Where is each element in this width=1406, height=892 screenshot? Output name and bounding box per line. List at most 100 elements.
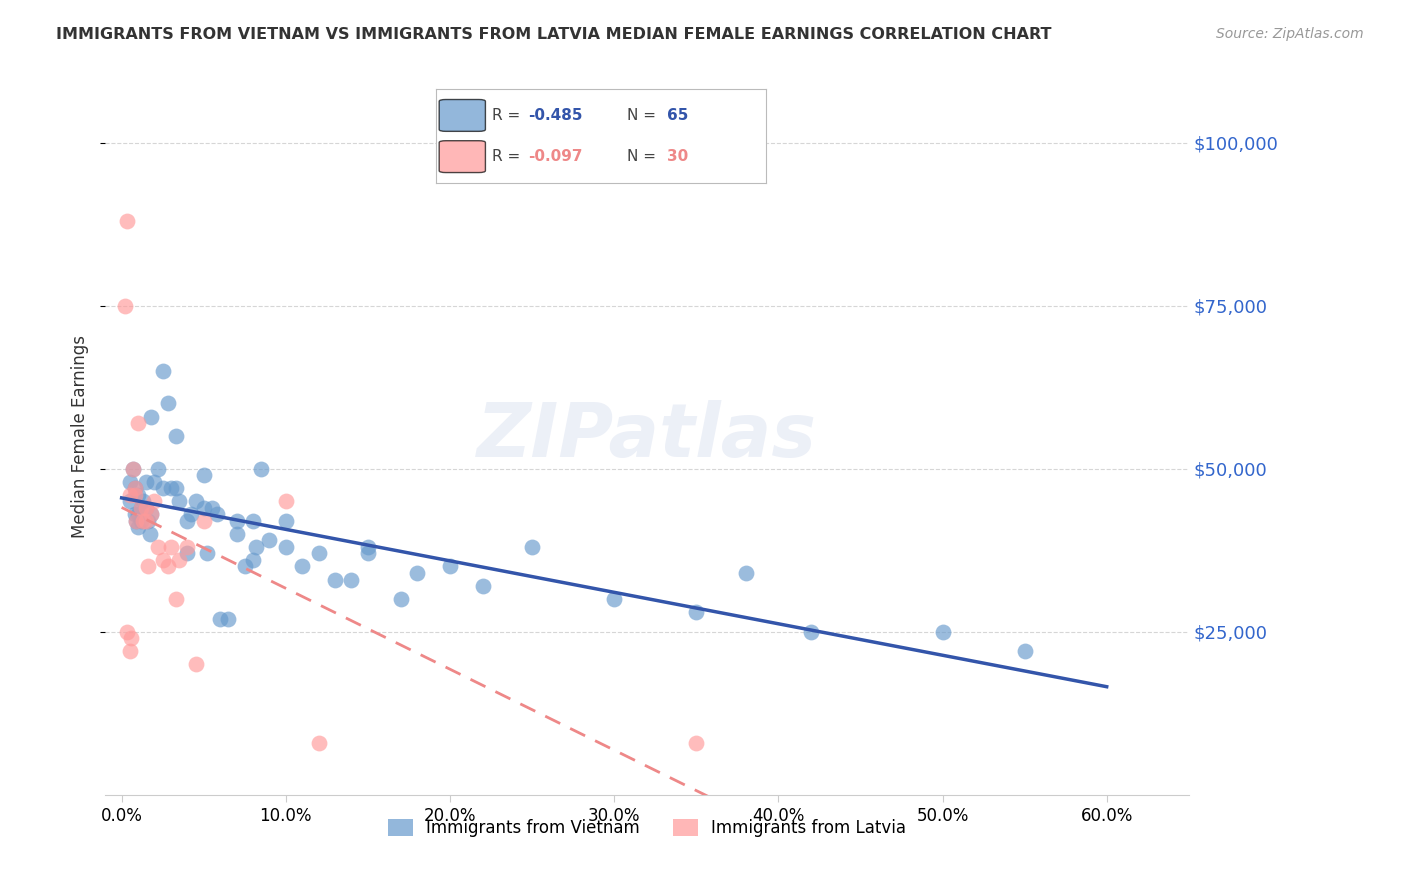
Point (323, 573, 346, 587)
Point (233, 559, 256, 574)
Point (146, 461, 169, 475)
Point (127, 488, 149, 502)
Point (115, 624, 138, 639)
Point (931, 624, 953, 639)
Point (122, 461, 145, 475)
Point (131, 514, 153, 528)
Point (132, 494, 155, 508)
Point (176, 540, 198, 554)
Point (308, 546, 330, 560)
Point (124, 488, 146, 502)
Text: -0.097: -0.097 (529, 149, 583, 164)
Point (124, 508, 146, 522)
Point (152, 364, 174, 378)
Point (136, 559, 159, 574)
Point (685, 605, 707, 619)
Point (734, 566, 756, 580)
Point (141, 508, 163, 522)
Point (118, 475, 141, 489)
Point (357, 540, 380, 554)
Text: IMMIGRANTS FROM VIETNAM VS IMMIGRANTS FROM LATVIA MEDIAN FEMALE EARNINGS CORRELA: IMMIGRANTS FROM VIETNAM VS IMMIGRANTS FR… (56, 27, 1052, 42)
Legend: Immigrants from Vietnam, Immigrants from Latvia: Immigrants from Vietnam, Immigrants from… (381, 813, 912, 844)
Point (118, 494, 141, 508)
Point (114, 299, 136, 313)
Point (146, 540, 169, 554)
Point (193, 468, 215, 483)
Point (165, 429, 187, 443)
Point (471, 579, 494, 593)
Text: 65: 65 (666, 108, 689, 123)
Point (225, 514, 247, 528)
Point (340, 573, 363, 587)
Point (135, 500, 157, 515)
Point (250, 461, 273, 475)
Point (152, 553, 174, 567)
Point (406, 566, 429, 580)
Point (160, 481, 183, 495)
Point (136, 514, 159, 528)
Point (685, 735, 707, 749)
Point (125, 514, 148, 528)
Point (184, 657, 207, 672)
Point (209, 612, 232, 626)
Point (180, 508, 202, 522)
Point (118, 488, 141, 502)
Text: -0.485: -0.485 (529, 108, 583, 123)
Point (201, 500, 224, 515)
Point (118, 644, 141, 658)
Point (603, 592, 626, 607)
Point (156, 559, 179, 574)
Point (160, 540, 183, 554)
Point (131, 500, 153, 515)
Point (138, 527, 160, 541)
Point (135, 500, 157, 515)
Text: R =: R = (492, 108, 526, 123)
Point (259, 533, 281, 548)
Point (127, 508, 149, 522)
Point (389, 592, 412, 607)
Point (135, 514, 157, 528)
Point (141, 508, 163, 522)
Point (195, 546, 218, 560)
Text: Source: ZipAtlas.com: Source: ZipAtlas.com (1216, 27, 1364, 41)
Point (357, 546, 380, 560)
Point (520, 540, 543, 554)
Point (125, 514, 148, 528)
Text: N =: N = (627, 149, 661, 164)
Point (156, 396, 179, 410)
Point (1014, 644, 1036, 658)
Point (274, 540, 297, 554)
Point (124, 481, 146, 495)
Point (165, 592, 187, 607)
Y-axis label: Median Female Earnings: Median Female Earnings (72, 334, 89, 538)
Point (176, 514, 198, 528)
Point (193, 514, 215, 528)
Point (115, 214, 138, 228)
Point (122, 461, 145, 475)
Point (127, 520, 149, 534)
Point (165, 481, 187, 495)
Point (152, 481, 174, 495)
Point (141, 409, 163, 424)
Point (135, 475, 157, 489)
Point (167, 494, 190, 508)
Point (308, 735, 330, 749)
Point (291, 559, 314, 574)
Point (217, 612, 239, 626)
Point (143, 494, 166, 508)
Point (193, 500, 215, 515)
Text: 30: 30 (666, 149, 689, 164)
FancyBboxPatch shape (439, 141, 485, 172)
Point (242, 553, 264, 567)
Point (274, 494, 297, 508)
Point (439, 559, 461, 574)
Point (242, 514, 264, 528)
FancyBboxPatch shape (439, 100, 485, 131)
Point (245, 540, 267, 554)
Point (167, 553, 190, 567)
Point (176, 546, 198, 560)
Point (132, 514, 155, 528)
Point (127, 416, 149, 430)
Text: R =: R = (492, 149, 526, 164)
Point (225, 527, 247, 541)
